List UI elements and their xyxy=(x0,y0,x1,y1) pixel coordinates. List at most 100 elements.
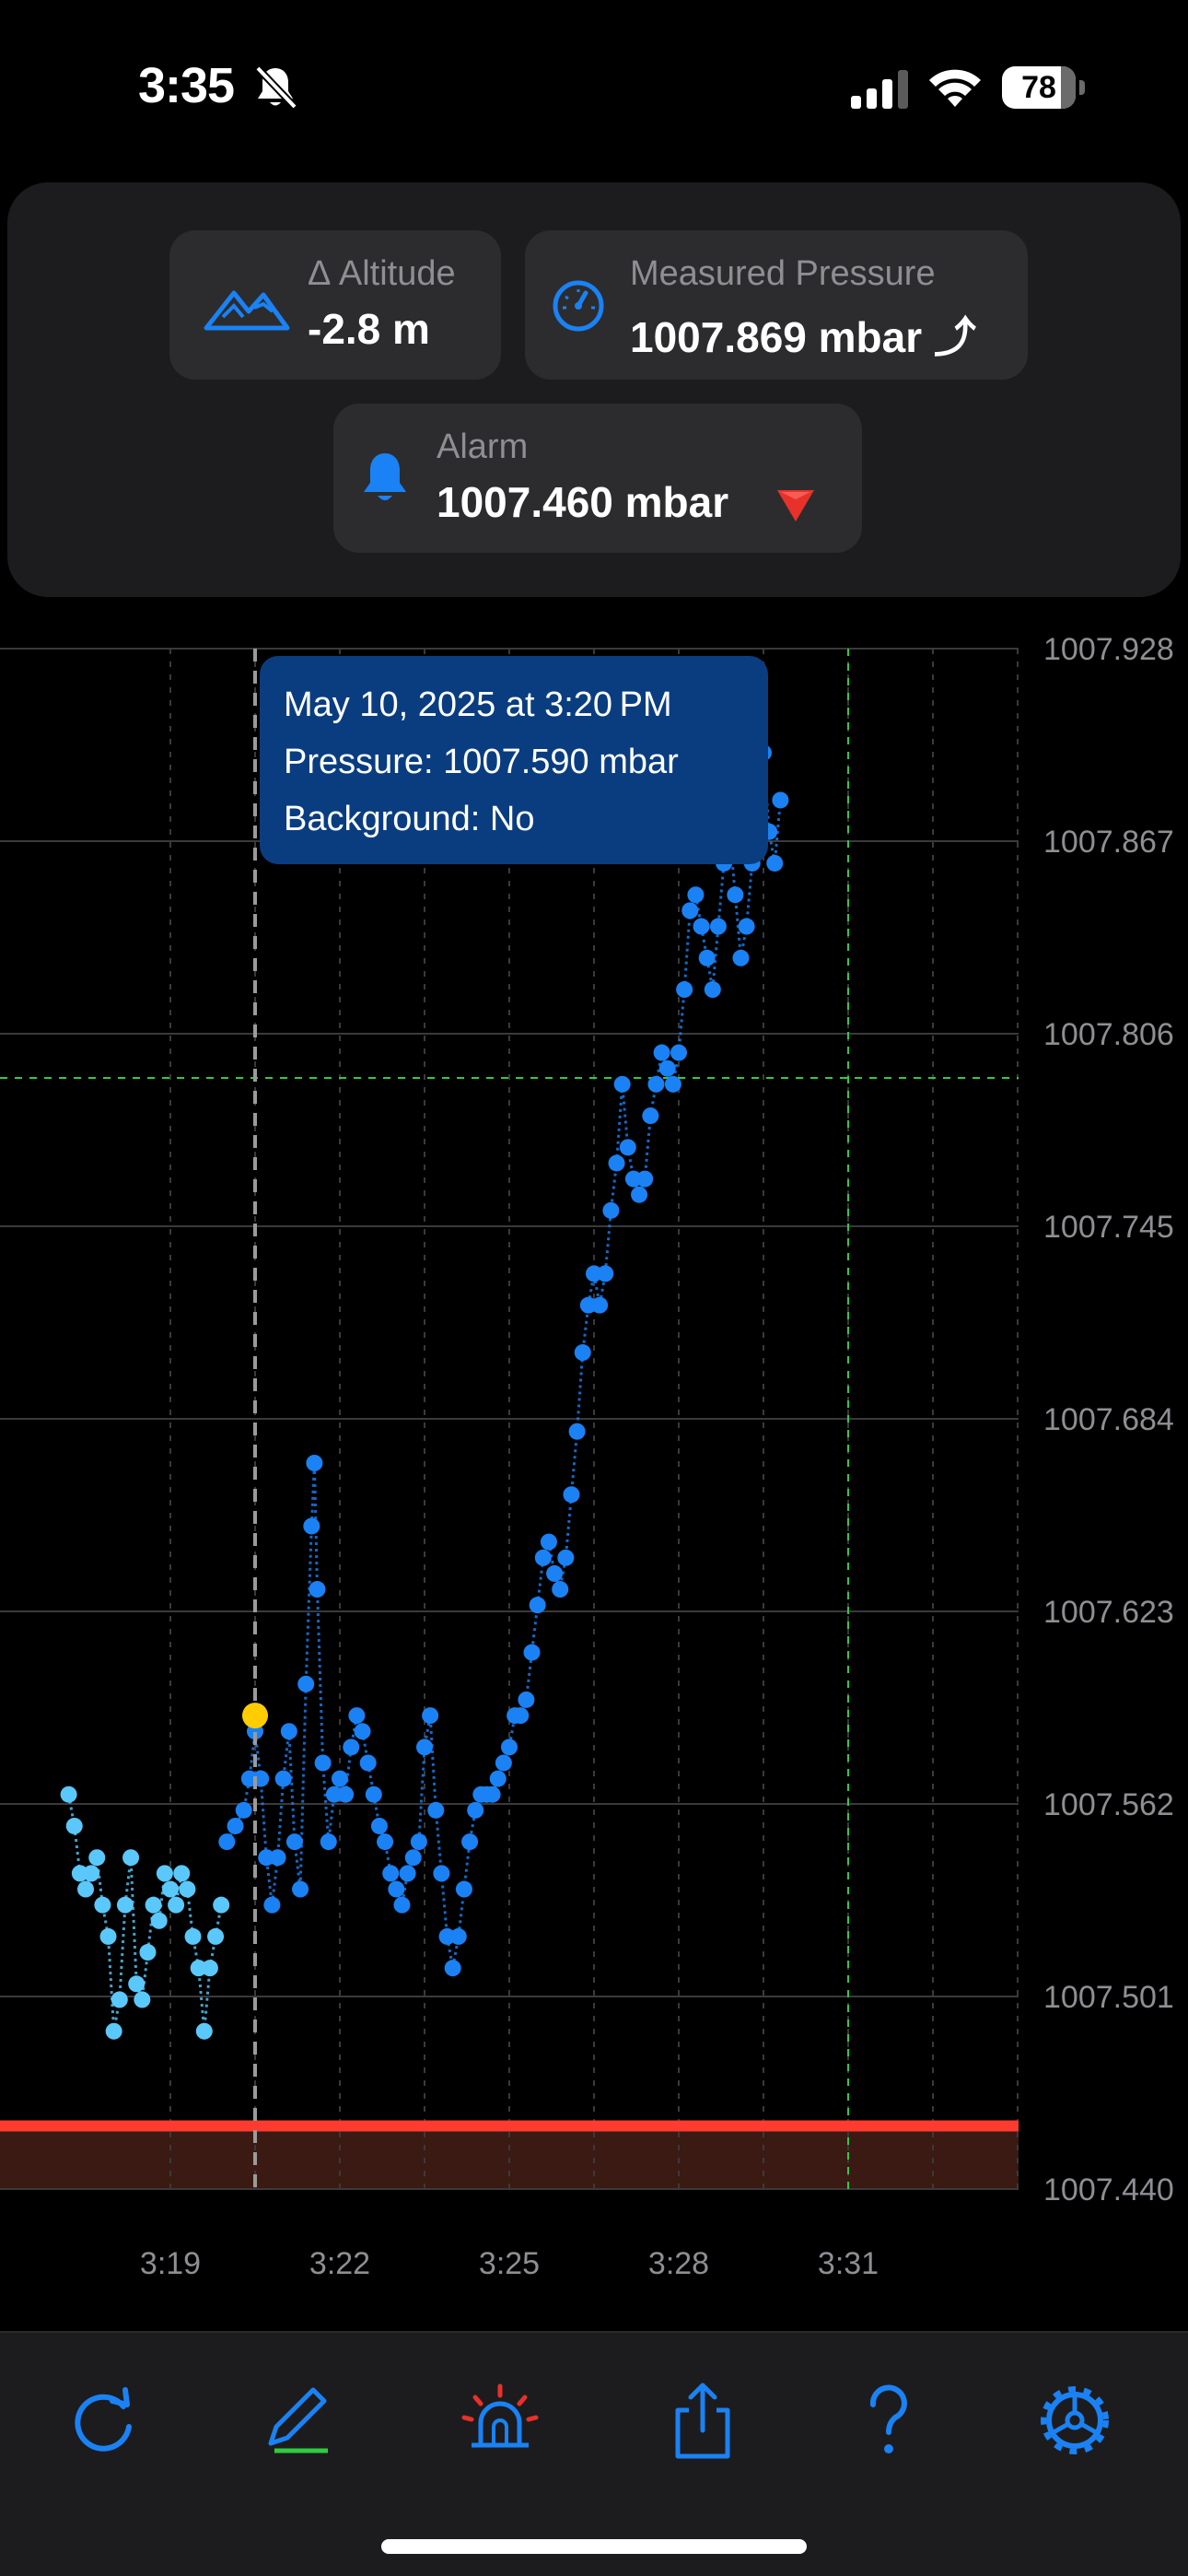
y-tick-label: 1007.867 xyxy=(1043,825,1174,860)
data-point xyxy=(546,1564,564,1582)
data-point xyxy=(766,854,784,872)
tooltip-pressure: Pressure: 1007.590 mbar xyxy=(284,743,679,781)
data-point xyxy=(597,1265,614,1282)
data-point xyxy=(732,949,750,966)
measured-pressure-card[interactable]: Measured Pressure 1007.869 mbar ⤴ xyxy=(525,230,1028,380)
data-point xyxy=(207,1927,225,1945)
data-point xyxy=(343,1739,360,1756)
settings-gear-icon[interactable] xyxy=(1033,2379,1116,2462)
battery-level: 78 xyxy=(1021,70,1056,105)
data-point xyxy=(501,1739,518,1756)
data-point xyxy=(145,1896,162,1914)
data-point xyxy=(370,1817,388,1834)
data-point xyxy=(410,1833,427,1851)
data-point xyxy=(213,1896,230,1914)
share-icon[interactable] xyxy=(661,2379,744,2462)
x-tick-label: 3:31 xyxy=(818,2246,879,2281)
y-tick-label: 1007.806 xyxy=(1043,1017,1174,1052)
data-point xyxy=(60,1786,77,1803)
data-point xyxy=(263,1896,281,1914)
data-point xyxy=(399,1865,416,1882)
altitude-card[interactable]: Δ Altitude -2.8 m xyxy=(169,230,501,380)
data-point xyxy=(495,1754,512,1772)
selection-tooltip: May 10, 2025 at 3:20 PM Pressure: 1007.5… xyxy=(260,656,768,864)
data-point xyxy=(636,1170,654,1188)
data-point xyxy=(738,918,755,935)
info-panel: Δ Altitude -2.8 m Measured Pressure 1007… xyxy=(7,182,1181,597)
data-point xyxy=(529,1597,546,1614)
x-tick-label: 3:25 xyxy=(479,2246,540,2281)
y-tick-label: 1007.562 xyxy=(1043,1787,1174,1822)
alarm-value: 1007.460 mbar xyxy=(437,478,729,526)
data-point xyxy=(309,1581,326,1598)
data-point xyxy=(534,1549,552,1566)
bottom-toolbar xyxy=(0,2331,1188,2576)
selected-point xyxy=(242,1703,268,1729)
data-point xyxy=(162,1880,179,1898)
alarm-card[interactable]: Alarm 1007.460 mbar xyxy=(333,404,862,553)
data-point xyxy=(693,918,710,935)
data-point xyxy=(184,1927,202,1945)
data-point xyxy=(285,1833,303,1851)
x-tick-label: 3:22 xyxy=(309,2246,370,2281)
data-point xyxy=(591,1296,609,1314)
data-point xyxy=(461,1833,479,1851)
cellular-signal-icon xyxy=(851,70,908,109)
data-point xyxy=(320,1833,337,1851)
bell-icon xyxy=(364,453,406,500)
y-tick-label: 1007.745 xyxy=(1043,1210,1174,1245)
series-line xyxy=(67,1794,223,2032)
pressure-value: 1007.869 mbar ⤴ xyxy=(630,313,976,361)
altitude-label: Δ Altitude xyxy=(308,254,456,293)
data-point xyxy=(388,1880,405,1898)
data-point xyxy=(168,1896,185,1914)
data-point xyxy=(523,1644,541,1661)
data-point xyxy=(359,1754,377,1772)
data-point xyxy=(297,1675,315,1692)
home-indicator[interactable] xyxy=(381,2539,807,2554)
data-point xyxy=(269,1849,286,1867)
data-point xyxy=(647,1075,665,1093)
data-point xyxy=(306,1454,323,1471)
data-point xyxy=(393,1896,411,1914)
data-point xyxy=(83,1865,100,1882)
alarm-below-triangle-icon xyxy=(777,490,814,521)
data-point xyxy=(94,1896,111,1914)
tooltip-date: May 10, 2025 at 3:20 PM xyxy=(284,685,672,724)
data-point xyxy=(382,1865,400,1882)
help-question-icon[interactable] xyxy=(847,2379,930,2462)
x-tick-label: 3:28 xyxy=(648,2246,709,2281)
data-point xyxy=(235,1801,252,1819)
data-point xyxy=(201,1960,218,1977)
data-point xyxy=(422,1707,439,1725)
data-point xyxy=(332,1770,348,1787)
data-point xyxy=(670,1044,687,1061)
data-point xyxy=(772,791,789,809)
y-tick-label: 1007.501 xyxy=(1043,1980,1174,2015)
refresh-icon[interactable] xyxy=(63,2379,146,2462)
gauge-icon xyxy=(553,280,604,332)
data-point xyxy=(134,1991,151,2008)
data-point xyxy=(709,918,727,935)
data-point xyxy=(444,1960,461,1977)
data-point xyxy=(698,949,716,966)
data-point xyxy=(518,1691,535,1708)
alarm-label: Alarm xyxy=(437,427,529,466)
alarm-siren-icon[interactable] xyxy=(459,2379,542,2462)
data-point xyxy=(218,1833,236,1851)
data-point xyxy=(111,1991,128,2008)
data-point xyxy=(314,1754,332,1772)
x-tick-label: 3:19 xyxy=(140,2246,201,2281)
silent-mode-icon xyxy=(255,65,297,110)
data-point xyxy=(512,1707,530,1725)
data-point xyxy=(116,1896,134,1914)
data-point xyxy=(348,1707,366,1725)
data-point xyxy=(687,886,705,904)
data-point xyxy=(608,1154,625,1172)
data-point xyxy=(704,981,721,999)
data-point xyxy=(77,1880,94,1898)
data-point xyxy=(433,1865,450,1882)
data-point xyxy=(156,1865,173,1882)
edit-pencil-icon[interactable] xyxy=(258,2379,341,2462)
